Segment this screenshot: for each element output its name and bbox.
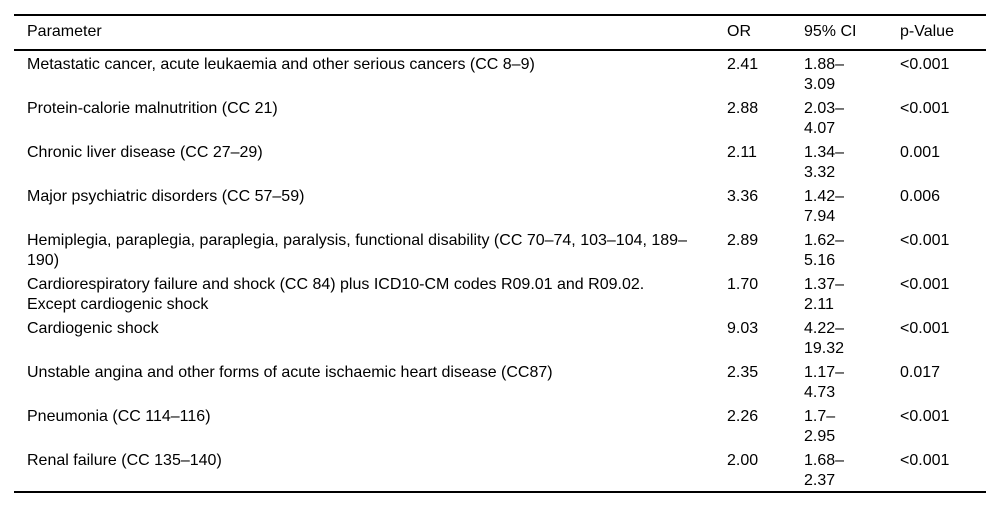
table-row: Protein-calorie malnutrition (CC 21) 2.8… [14, 95, 986, 139]
ci-value: 1.37–​2.11 [804, 276, 845, 313]
or-cell: 2.35 [727, 364, 759, 381]
or-cell: 2.26 [727, 408, 759, 425]
pvalue-cell: 0.006 [900, 188, 941, 205]
parameter-cell: Protein-calorie malnutrition (CC 21) [27, 100, 278, 117]
table-row: Cardiogenic shock 9.03 4.22–​19.32 <0.00… [14, 315, 986, 359]
ci-value: 2.03–​4.07 [804, 100, 845, 137]
col-header-ci: 95% CI [804, 23, 857, 40]
ci-cell: 1.62–​5.16 [791, 227, 887, 271]
ci-value: 4.22–​19.32 [804, 320, 845, 357]
table-row: Hemiplegia, paraplegia, paraplegia, para… [14, 227, 986, 271]
table-row: Chronic liver disease (CC 27–29) 2.11 1.… [14, 139, 986, 183]
or-cell: 2.88 [727, 100, 759, 117]
ci-cell: 2.03–​4.07 [791, 95, 887, 139]
parameter-cell: Hemiplegia, paraplegia, paraplegia, para… [27, 232, 687, 269]
parameter-cell: Chronic liver disease (CC 27–29) [27, 144, 263, 161]
or-cell: 1.70 [727, 276, 759, 293]
or-cell: 3.36 [727, 188, 759, 205]
table-body: Metastatic cancer, acute leukaemia and o… [14, 50, 986, 492]
document-page: Parameter OR 95% CI p-Value Metastatic c… [14, 14, 986, 493]
or-cell: 9.03 [727, 320, 759, 337]
pvalue-cell: <0.001 [900, 56, 950, 73]
pvalue-cell: <0.001 [900, 320, 950, 337]
ci-value: 1.17–​4.73 [804, 364, 845, 401]
col-header-or: OR [727, 23, 751, 40]
pvalue-cell: <0.001 [900, 452, 950, 469]
or-cell: 2.89 [727, 232, 759, 249]
parameter-cell: Major psychiatric disorders (CC 57–59) [27, 188, 305, 205]
ci-cell: 1.37–​2.11 [791, 271, 887, 315]
ci-value: 1.42–​7.94 [804, 188, 845, 225]
ci-cell: 1.34–​3.32 [791, 139, 887, 183]
pvalue-cell: <0.001 [900, 100, 950, 117]
pvalue-cell: <0.001 [900, 408, 950, 425]
col-header-pvalue: p-Value [900, 23, 954, 40]
odds-ratio-table: Parameter OR 95% CI p-Value Metastatic c… [14, 14, 986, 493]
ci-cell: 1.42–​7.94 [791, 183, 887, 227]
ci-cell: 1.7–​2.95 [791, 403, 887, 447]
ci-value: 1.88–​3.09 [804, 56, 845, 93]
table-row: Renal failure (CC 135–140) 2.00 1.68–​2.… [14, 447, 986, 492]
table-header: Parameter OR 95% CI p-Value [14, 15, 986, 50]
header-row: Parameter OR 95% CI p-Value [14, 15, 986, 50]
pvalue-cell: <0.001 [900, 232, 950, 249]
ci-value: 1.62–​5.16 [804, 232, 845, 269]
pvalue-cell: <0.001 [900, 276, 950, 293]
ci-value: 1.34–​3.32 [804, 144, 845, 181]
ci-cell: 1.88–​3.09 [791, 50, 887, 95]
parameter-cell: Pneumonia (CC 114–116) [27, 408, 211, 425]
or-cell: 2.00 [727, 452, 759, 469]
ci-cell: 4.22–​19.32 [791, 315, 887, 359]
parameter-cell: Metastatic cancer, acute leukaemia and o… [27, 56, 535, 73]
table-row: Metastatic cancer, acute leukaemia and o… [14, 50, 986, 95]
ci-cell: 1.68–​2.37 [791, 447, 887, 492]
parameter-cell: Unstable angina and other forms of acute… [27, 364, 553, 381]
table-row: Major psychiatric disorders (CC 57–59) 3… [14, 183, 986, 227]
ci-cell: 1.17–​4.73 [791, 359, 887, 403]
parameter-cell: Cardiogenic shock [27, 320, 159, 337]
parameter-cell: Renal failure (CC 135–140) [27, 452, 222, 469]
table-row: Unstable angina and other forms of acute… [14, 359, 986, 403]
or-cell: 2.41 [727, 56, 759, 73]
ci-value: 1.68–​2.37 [804, 452, 845, 489]
pvalue-cell: 0.017 [900, 364, 941, 381]
table-row: Cardiorespiratory failure and shock (CC … [14, 271, 986, 315]
or-cell: 2.11 [727, 144, 757, 161]
table-row: Pneumonia (CC 114–116) 2.26 1.7–​2.95 <0… [14, 403, 986, 447]
parameter-cell: Cardiorespiratory failure and shock (CC … [27, 276, 645, 313]
ci-value: 1.7–​2.95 [804, 408, 836, 445]
col-header-parameter: Parameter [27, 23, 102, 40]
pvalue-cell: 0.001 [900, 144, 941, 161]
